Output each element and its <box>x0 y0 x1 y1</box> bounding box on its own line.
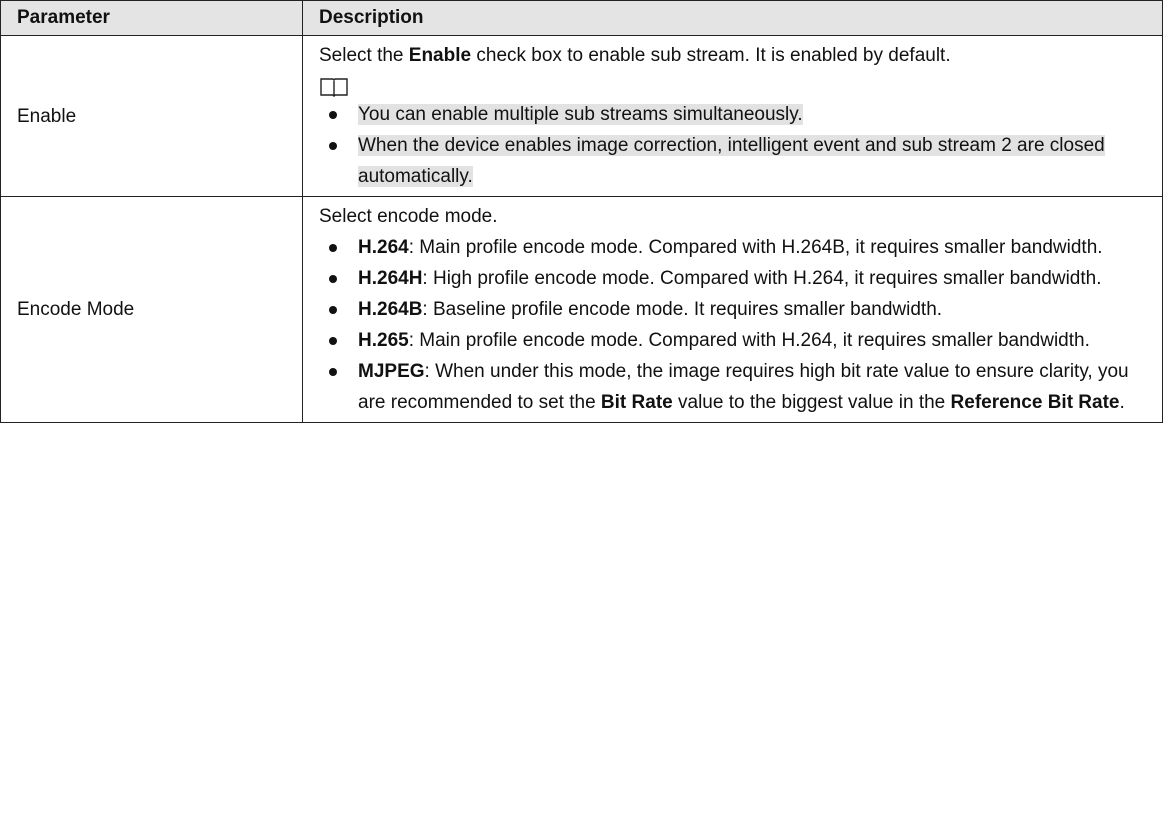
bold-text: Bit Rate <box>600 392 673 413</box>
text: check box to enable sub stream. It is en… <box>471 45 951 66</box>
table-body: Enable Select the Enable check box to ena… <box>0 35 1163 423</box>
bold-text: H.264B <box>358 299 423 320</box>
note-text: You can enable multiple sub streams simu… <box>358 104 803 125</box>
bold-text: H.264H <box>358 268 423 289</box>
table-row: Enable Select the Enable check box to ena… <box>0 35 1163 197</box>
note-item: You can enable multiple sub streams simu… <box>329 99 1148 130</box>
note-icon <box>320 78 348 97</box>
header-row: Parameter Description <box>0 0 1163 36</box>
description-cell: Select encode mode. H.264: Main profile e… <box>302 196 1163 423</box>
text: : Main profile encode mode. Compared wit… <box>408 330 1090 351</box>
bullet-list: H.264: Main profile encode mode. Compare… <box>319 232 1148 418</box>
description-cell: Select the Enable check box to enable su… <box>302 35 1163 197</box>
bold-text: H.264 <box>358 237 409 258</box>
text: : When under this mode, the image requir… <box>358 361 1129 413</box>
bold-text: Enable <box>408 45 472 66</box>
bullet-item: H.264: Main profile encode mode. Compare… <box>329 232 1148 263</box>
text: . <box>1119 392 1125 413</box>
table-row: Encode Mode Select encode mode. H.264: Mai… <box>0 196 1163 423</box>
text: : Main profile encode mode. Compared wit… <box>408 237 1103 258</box>
text: : Baseline profile encode mode. It requi… <box>422 299 943 320</box>
intro: Select encode mode. <box>319 201 1148 232</box>
bullet-item: H.265: Main profile encode mode. Compare… <box>329 325 1148 356</box>
text: value to the biggest value in the <box>672 392 951 413</box>
intro: Select the Enable check box to enable su… <box>319 40 1148 71</box>
bullet-item: H.264B: Baseline profile encode mode. It… <box>329 294 1148 325</box>
note-item: When the device enables image correction… <box>329 130 1148 192</box>
text: Select the <box>319 45 409 66</box>
bold-text: MJPEG <box>358 361 425 382</box>
note-text: When the device enables image correction… <box>358 135 1105 187</box>
text: : High profile encode mode. Compared wit… <box>422 268 1102 289</box>
bold-text: H.265 <box>358 330 409 351</box>
header-cell: Description <box>302 0 1163 36</box>
parameter-cell: Enable <box>0 35 303 197</box>
bullet-item: MJPEG: When under this mode, the image r… <box>329 356 1148 418</box>
bullet-item: H.264H: High profile encode mode. Compar… <box>329 263 1148 294</box>
table-header: Parameter Description <box>0 0 1163 36</box>
parameter-table: Parameter Description Enable Select the E… <box>0 0 1163 423</box>
text: Select encode mode. <box>319 206 498 227</box>
bold-text: Reference Bit Rate <box>950 392 1120 413</box>
note-list: You can enable multiple sub streams simu… <box>319 99 1148 192</box>
parameter-cell: Encode Mode <box>0 196 303 423</box>
header-cell: Parameter <box>0 0 303 36</box>
